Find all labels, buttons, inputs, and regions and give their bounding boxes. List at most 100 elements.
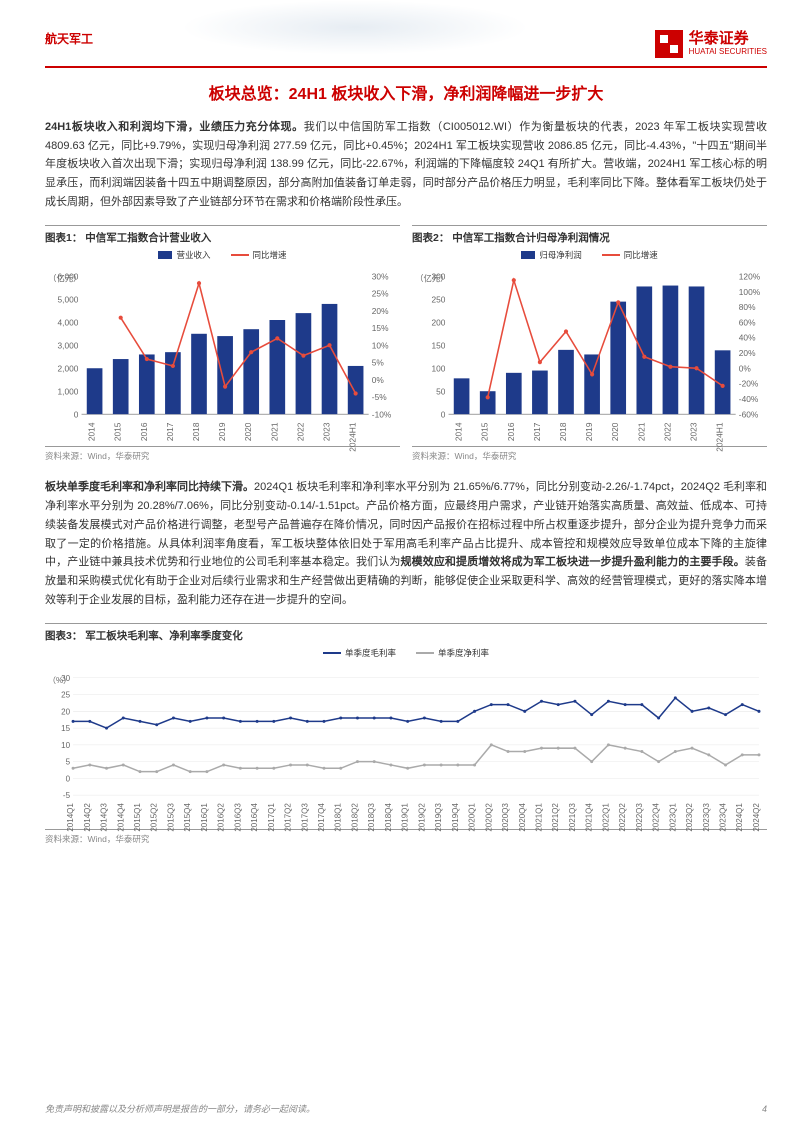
svg-text:2020Q4: 2020Q4 — [518, 803, 527, 832]
svg-text:2014Q2: 2014Q2 — [83, 803, 92, 832]
svg-text:5: 5 — [66, 758, 71, 767]
svg-text:2022Q4: 2022Q4 — [652, 803, 661, 832]
section-title: 板块总览：24H1 板块收入下滑，净利润降幅进一步扩大 — [45, 80, 767, 104]
svg-text:2021Q2: 2021Q2 — [551, 803, 560, 832]
svg-text:-40%: -40% — [739, 394, 759, 404]
chart2-legend-line: 同比增速 — [624, 249, 658, 261]
svg-text:2016Q4: 2016Q4 — [250, 803, 259, 832]
svg-text:20%: 20% — [739, 348, 756, 358]
svg-text:2018Q4: 2018Q4 — [384, 803, 393, 832]
svg-text:2017Q4: 2017Q4 — [317, 803, 326, 832]
svg-text:25%: 25% — [372, 289, 389, 299]
svg-text:100: 100 — [431, 364, 445, 374]
svg-text:0: 0 — [441, 410, 446, 420]
svg-text:10%: 10% — [372, 341, 389, 351]
chart2: 归母净利润 同比增速 050100150200250300（亿元）-60%-40… — [412, 249, 767, 444]
svg-text:2018: 2018 — [191, 423, 201, 442]
svg-text:2021Q3: 2021Q3 — [568, 803, 577, 832]
chart2-title: 图表2： 中信军工指数合计归母净利润情况 — [412, 225, 767, 245]
svg-text:2023Q2: 2023Q2 — [685, 803, 694, 832]
svg-text:2023: 2023 — [322, 423, 332, 442]
svg-text:2019Q4: 2019Q4 — [451, 803, 460, 832]
svg-text:2019Q3: 2019Q3 — [434, 803, 443, 832]
svg-text:2019: 2019 — [584, 423, 594, 442]
svg-text:2022Q2: 2022Q2 — [618, 803, 627, 832]
svg-text:2020Q1: 2020Q1 — [468, 803, 477, 832]
svg-text:0%: 0% — [372, 375, 385, 385]
svg-text:2020: 2020 — [243, 423, 253, 442]
svg-text:5%: 5% — [372, 358, 385, 368]
category-label: 航天军工 — [45, 30, 93, 47]
chart1-title: 图表1： 中信军工指数合计营业收入 — [45, 225, 400, 245]
logo: 华泰证券 HUATAI SECURITIES — [655, 30, 767, 58]
svg-text:2014: 2014 — [87, 423, 97, 442]
svg-text:1,000: 1,000 — [58, 387, 79, 397]
svg-text:2015: 2015 — [480, 423, 490, 442]
logo-cn: 华泰证券 — [689, 31, 767, 48]
svg-text:2019Q2: 2019Q2 — [417, 803, 426, 832]
svg-text:2015Q3: 2015Q3 — [166, 803, 175, 832]
svg-text:200: 200 — [431, 318, 445, 328]
svg-text:2018Q1: 2018Q1 — [334, 803, 343, 832]
svg-text:25: 25 — [61, 691, 70, 700]
svg-text:2017: 2017 — [532, 423, 542, 442]
svg-text:2024H1: 2024H1 — [715, 423, 725, 453]
svg-text:（亿元）: （亿元） — [48, 274, 81, 284]
svg-text:2016Q2: 2016Q2 — [217, 803, 226, 832]
svg-text:2023Q1: 2023Q1 — [668, 803, 677, 832]
svg-text:2023Q4: 2023Q4 — [719, 803, 728, 832]
svg-text:2022: 2022 — [662, 423, 672, 442]
svg-text:2016: 2016 — [506, 423, 516, 442]
svg-text:2020Q3: 2020Q3 — [501, 803, 510, 832]
chart2-legend-bar: 归母净利润 — [539, 249, 582, 261]
para2-lead2: 规模效应和提质增效将成为军工板块进一步提升盈利能力的主要手段。 — [401, 556, 745, 568]
chart1: 营业收入 同比增速 01,0002,0003,0004,0005,0006,00… — [45, 249, 400, 444]
svg-text:60%: 60% — [739, 318, 756, 328]
svg-text:2021: 2021 — [636, 423, 646, 442]
page-header: 航天军工 华泰证券 HUATAI SECURITIES — [45, 30, 767, 58]
svg-text:2019Q1: 2019Q1 — [401, 803, 410, 832]
svg-text:2022Q1: 2022Q1 — [601, 803, 610, 832]
svg-text:0%: 0% — [739, 364, 752, 374]
svg-text:0: 0 — [66, 775, 71, 784]
svg-text:2021Q1: 2021Q1 — [534, 803, 543, 832]
svg-text:-20%: -20% — [739, 379, 759, 389]
svg-text:2,000: 2,000 — [58, 364, 79, 374]
svg-text:15%: 15% — [372, 324, 389, 334]
svg-text:2015Q4: 2015Q4 — [183, 803, 192, 832]
svg-text:5,000: 5,000 — [58, 295, 79, 305]
svg-text:2016Q1: 2016Q1 — [200, 803, 209, 832]
svg-text:2023Q3: 2023Q3 — [702, 803, 711, 832]
svg-text:20%: 20% — [372, 306, 389, 316]
svg-text:2014Q1: 2014Q1 — [66, 803, 75, 832]
svg-text:2022Q3: 2022Q3 — [635, 803, 644, 832]
svg-text:2020: 2020 — [610, 423, 620, 442]
paragraph-1: 24H1板块收入和利润均下滑，业绩压力充分体现。我们以中信国防军工指数（CI00… — [45, 118, 767, 211]
svg-text:2024Q2: 2024Q2 — [752, 803, 761, 832]
svg-text:-5: -5 — [63, 791, 71, 800]
chart3-legend1: 单季度毛利率 — [345, 647, 396, 659]
svg-text:2016: 2016 — [139, 423, 149, 442]
svg-text:100%: 100% — [739, 287, 761, 297]
para1-body: 我们以中信国防军工指数（CI005012.WI）作为衡量板块的代表，2023 年… — [45, 121, 767, 208]
svg-text:2015Q1: 2015Q1 — [133, 803, 142, 832]
svg-text:2014: 2014 — [454, 423, 464, 442]
svg-text:2017Q1: 2017Q1 — [267, 803, 276, 832]
para2-lead1: 板块单季度毛利率和净利率同比持续下滑。 — [45, 481, 254, 493]
svg-text:2024H1: 2024H1 — [348, 423, 358, 453]
svg-text:4,000: 4,000 — [58, 318, 79, 328]
svg-text:2021Q4: 2021Q4 — [585, 803, 594, 832]
svg-text:2015Q2: 2015Q2 — [150, 803, 159, 832]
svg-text:50: 50 — [436, 387, 446, 397]
chart3-title: 图表3： 军工板块毛利率、净利率季度变化 — [45, 623, 767, 643]
footer-disclaimer: 免责声明和披露以及分析师声明是报告的一部分，请务必一起阅读。 — [45, 1102, 315, 1115]
svg-text:30%: 30% — [372, 272, 389, 282]
svg-text:0: 0 — [74, 410, 79, 420]
svg-text:2014Q4: 2014Q4 — [116, 803, 125, 832]
svg-text:-5%: -5% — [372, 393, 387, 403]
svg-text:2017Q3: 2017Q3 — [300, 803, 309, 832]
page-footer: 免责声明和披露以及分析师声明是报告的一部分，请务必一起阅读。 4 — [45, 1102, 767, 1115]
svg-text:2019: 2019 — [217, 423, 227, 442]
svg-text:2014Q3: 2014Q3 — [100, 803, 109, 832]
svg-text:2016Q3: 2016Q3 — [233, 803, 242, 832]
